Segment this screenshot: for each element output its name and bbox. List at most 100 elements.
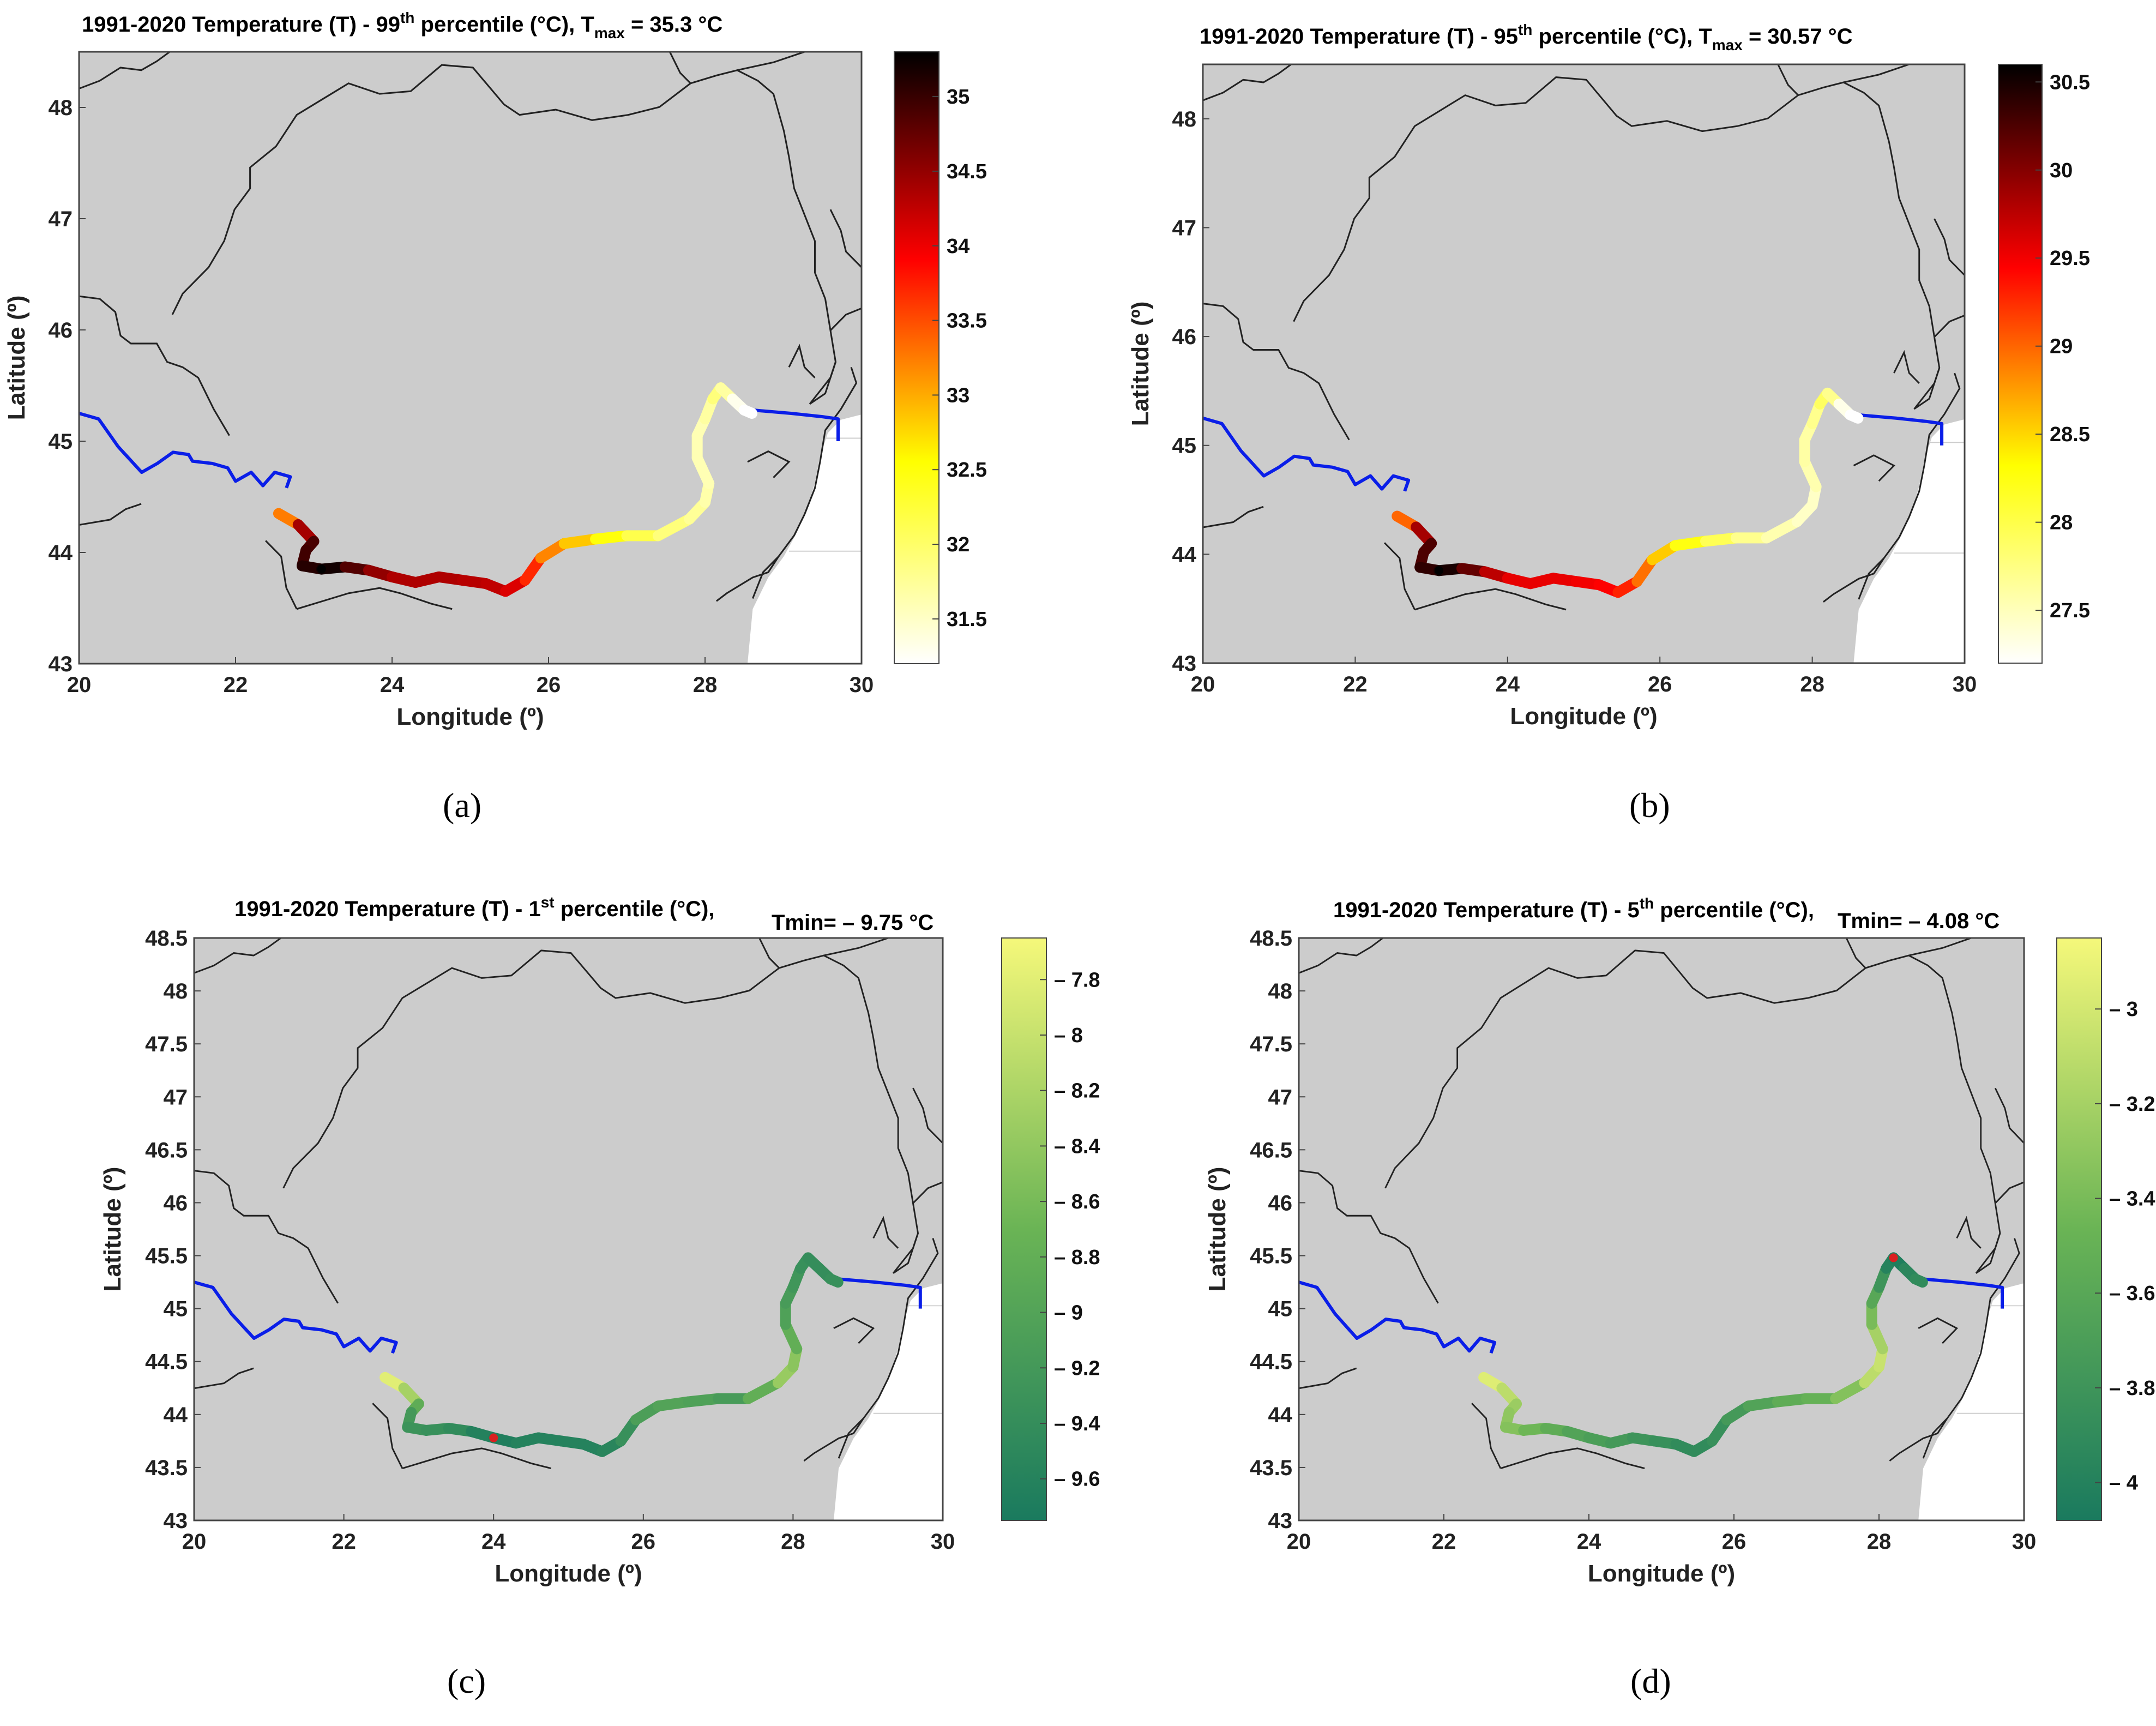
colorbar-tick-label: – 3.6 xyxy=(2109,1282,2155,1305)
x-tick-label: 30 xyxy=(850,673,874,697)
land xyxy=(79,52,862,664)
colorbar xyxy=(894,51,940,664)
chart-title: 1991-2020 Temperature (T) - 95th percent… xyxy=(1200,21,1853,53)
x-axis-label: Longitude (º) xyxy=(495,1560,642,1587)
colorbar-tick-label: 34.5 xyxy=(947,160,987,183)
x-tick-label: 20 xyxy=(1191,672,1215,696)
chart-title: 1991-2020 Temperature (T) - 5th percenti… xyxy=(1333,895,1814,922)
colorbar-tick-label: 35 xyxy=(947,86,969,109)
colorbar-tick-label: – 3.2 xyxy=(2109,1093,2155,1116)
x-tick-label: 24 xyxy=(1496,672,1520,696)
title-text: 1991-2020 Temperature (T) - 95 xyxy=(1200,25,1518,49)
y-tick-label: 43.5 xyxy=(145,1456,188,1480)
colorbar-tick-label: – 9 xyxy=(1054,1302,1083,1325)
y-tick-label: 43.5 xyxy=(1250,1456,1292,1480)
chart-title: 1991-2020 Temperature (T) - 99th percent… xyxy=(82,9,722,41)
colorbar-tick-label: 31.5 xyxy=(947,608,987,631)
title-text: 1991-2020 Temperature (T) - 99 xyxy=(82,13,400,37)
colorbar-tick-label: – 8.4 xyxy=(1054,1135,1100,1158)
colorbar-tick-label: 33 xyxy=(947,384,969,407)
colorbar-tick-label: 29.5 xyxy=(2050,247,2090,270)
x-tick-label: 26 xyxy=(1722,1530,1747,1554)
y-tick-label: 47 xyxy=(1172,216,1197,240)
y-axis-label: Latitude (º) xyxy=(1204,1167,1231,1292)
x-tick-label: 28 xyxy=(781,1530,805,1554)
y-tick-label: 47.5 xyxy=(145,1032,188,1056)
x-tick-label: 26 xyxy=(631,1530,656,1554)
danube-delta xyxy=(838,1277,922,1309)
map-area xyxy=(194,938,943,1520)
colorbar-tick-label: – 8.6 xyxy=(1054,1190,1100,1213)
y-tick-label: 46 xyxy=(1268,1191,1293,1215)
colorbar xyxy=(2056,937,2102,1521)
map-area xyxy=(1203,64,1965,663)
title-text-post: = 30.57 °C xyxy=(1743,25,1853,49)
colorbar xyxy=(1001,937,1047,1521)
chart-panel-c: 1991-2020 Temperature (T) - 1st percenti… xyxy=(99,894,1100,1587)
x-tick-label: 20 xyxy=(182,1530,207,1554)
y-tick-label: 48.5 xyxy=(145,927,188,951)
colorbar-tick-label: – 9.2 xyxy=(1054,1357,1100,1380)
colorbar-tick-label: 29 xyxy=(2050,335,2073,358)
x-tick-label: 22 xyxy=(332,1530,356,1554)
x-tick-label: 30 xyxy=(931,1530,955,1554)
y-tick-label: 47.5 xyxy=(1250,1032,1292,1056)
colorbar-tick-label: – 3.8 xyxy=(2109,1377,2155,1400)
colorbar-tick-label: 32.5 xyxy=(947,459,987,482)
river-segment xyxy=(652,513,695,542)
colorbar-tick-label: – 8.2 xyxy=(1054,1080,1100,1103)
panel-label-a: (a) xyxy=(443,786,482,825)
plot-frame xyxy=(193,937,944,1521)
title-sup: th xyxy=(400,9,414,26)
plot-frame xyxy=(1298,937,2025,1521)
y-tick-label: 46.5 xyxy=(145,1138,188,1162)
x-tick-label: 28 xyxy=(693,673,718,697)
x-tick-label: 28 xyxy=(1867,1530,1892,1554)
title-text-post: = 35.3 °C xyxy=(625,13,722,37)
title-text-mid: percentile (°C), T xyxy=(1532,25,1712,49)
x-axis-label: Longitude (º) xyxy=(1588,1560,1735,1587)
y-tick-label: 48 xyxy=(1268,979,1293,1003)
y-tick-label: 48 xyxy=(49,96,73,120)
colorbar-tick-label: – 7.8 xyxy=(1054,969,1100,991)
y-tick-label: 44 xyxy=(1268,1403,1293,1427)
chart-title: 1991-2020 Temperature (T) - 1st percenti… xyxy=(234,894,714,921)
colorbar-tick-label: – 4 xyxy=(2109,1472,2138,1495)
river-segment xyxy=(1910,1273,1928,1288)
title-text-mid: percentile (°C), xyxy=(1654,898,1814,922)
colorbar-tick-label: – 9.4 xyxy=(1054,1412,1100,1435)
y-tick-label: 48.5 xyxy=(1250,927,1292,951)
x-axis-label: Longitude (º) xyxy=(396,703,544,730)
title-text-mid: percentile (°C), xyxy=(555,897,715,921)
colorbar-tick-label: 28 xyxy=(2050,512,2073,534)
danube-delta xyxy=(751,408,840,441)
danube-delta xyxy=(1858,413,1944,446)
x-tick-label: 26 xyxy=(1648,672,1672,696)
plot-frame xyxy=(78,51,863,665)
river-segment xyxy=(825,1273,844,1288)
extreme-marker xyxy=(489,1433,498,1442)
y-tick-label: 48 xyxy=(1172,107,1197,131)
colorbar-tick-label: – 9.6 xyxy=(1054,1468,1100,1491)
colorbar-tick-label: 33.5 xyxy=(947,310,987,333)
x-tick-label: 20 xyxy=(67,673,92,697)
x-tick-label: 20 xyxy=(1287,1530,1311,1554)
plot-frame xyxy=(1202,63,1966,664)
title-text: 1991-2020 Temperature (T) - 5 xyxy=(1333,898,1640,922)
colorbar-tick-label: – 8.8 xyxy=(1054,1246,1100,1269)
river-segment xyxy=(743,1377,784,1404)
title-sup: th xyxy=(1640,895,1654,912)
y-tick-label: 45 xyxy=(164,1297,188,1321)
colorbar-tick-label: 30.5 xyxy=(2050,71,2090,94)
y-tick-label: 45 xyxy=(1268,1297,1293,1321)
river-segment xyxy=(1830,1377,1870,1404)
danube-upstream xyxy=(79,412,292,489)
y-tick-label: 44.5 xyxy=(145,1350,188,1374)
y-tick-label: 45.5 xyxy=(1250,1244,1292,1268)
title-sub: max xyxy=(594,25,625,41)
panel-label-b: (b) xyxy=(1629,786,1670,825)
x-tick-label: 22 xyxy=(1432,1530,1456,1554)
y-tick-label: 47 xyxy=(164,1085,188,1109)
